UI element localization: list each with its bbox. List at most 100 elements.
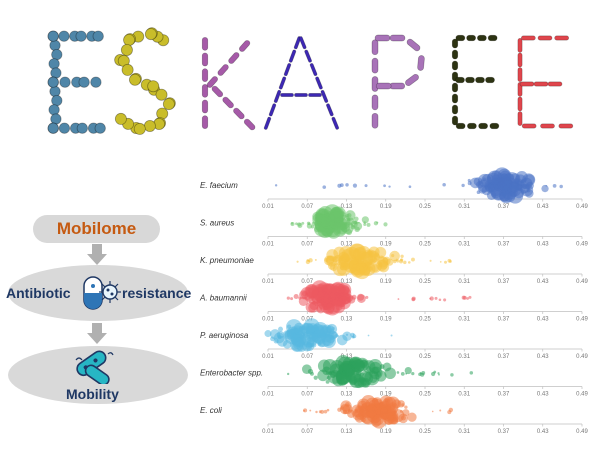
title-letter-5	[371, 34, 425, 129]
data-point	[291, 339, 303, 352]
data-point	[510, 173, 521, 184]
data-point	[364, 184, 368, 188]
data-point	[497, 177, 512, 192]
data-point	[290, 297, 294, 301]
data-point	[352, 246, 367, 261]
data-point	[273, 338, 279, 344]
data-point	[397, 298, 400, 300]
data-point	[290, 222, 294, 225]
tick-label: 0.43	[537, 204, 549, 210]
tick-label: 0.37	[498, 392, 510, 398]
tick-label: 0.43	[537, 392, 549, 398]
data-point	[403, 260, 407, 265]
tick-label: 0.07	[301, 392, 313, 398]
tick-label: 0.19	[380, 392, 392, 398]
data-point	[297, 223, 303, 229]
data-point	[303, 408, 308, 413]
data-point	[301, 326, 306, 330]
species-label: Enterobacter spp.	[200, 369, 263, 378]
tick-label: 0.07	[301, 354, 313, 360]
data-point	[509, 182, 520, 193]
tick-label: 0.31	[458, 204, 470, 210]
data-point	[326, 302, 332, 309]
data-point	[365, 295, 369, 299]
data-point	[326, 408, 330, 412]
tick-label: 0.13	[341, 392, 353, 398]
data-point	[345, 210, 356, 221]
data-point	[384, 398, 389, 403]
tick-label: 0.37	[498, 279, 510, 285]
data-point	[340, 400, 352, 412]
data-point	[323, 302, 328, 307]
title-letter-4	[263, 36, 340, 130]
data-point	[314, 258, 317, 261]
series-row: Enterobacter spp. 0.01 0.07 0.13 0.19 0.25 0.3…	[200, 355, 588, 398]
tick-label: 0.49	[576, 242, 588, 248]
tick-label: 0.37	[498, 429, 510, 435]
data-point	[421, 371, 426, 375]
data-point	[438, 298, 442, 302]
data-point	[264, 330, 272, 338]
data-point	[335, 304, 343, 311]
tick-label: 0.37	[498, 242, 510, 248]
tick-label: 0.49	[576, 317, 588, 323]
tick-label: 0.01	[262, 204, 274, 210]
data-point	[308, 302, 319, 313]
data-point	[552, 184, 557, 188]
tick-label: 0.13	[341, 317, 353, 323]
tick-label: 0.49	[576, 392, 588, 398]
data-point	[353, 221, 363, 231]
data-point	[469, 371, 474, 375]
data-point	[442, 183, 446, 187]
data-point	[366, 222, 371, 227]
data-point	[462, 295, 467, 300]
tick-label: 0.19	[380, 204, 392, 210]
species-label: E. coli	[200, 406, 222, 415]
data-point	[313, 286, 331, 303]
data-point	[301, 291, 307, 297]
data-point	[342, 331, 352, 341]
data-point	[389, 411, 395, 416]
tick-label: 0.25	[419, 392, 431, 398]
tick-label: 0.19	[380, 279, 392, 285]
data-point	[418, 372, 422, 377]
data-point	[308, 326, 312, 331]
tick-label: 0.31	[458, 429, 470, 435]
tick-label: 0.13	[341, 204, 353, 210]
data-point	[383, 222, 388, 227]
tick-label: 0.49	[576, 354, 588, 360]
tick-label: 0.37	[498, 354, 510, 360]
data-point	[431, 410, 434, 413]
data-point	[320, 409, 325, 414]
data-point	[411, 257, 415, 262]
data-point	[369, 366, 383, 380]
tick-label: 0.07	[301, 279, 313, 285]
data-point	[466, 297, 469, 300]
data-point	[349, 268, 355, 274]
beeswarm-chart: E. faecium 0.01 0.07 0.13 0.19 0.25 0.31 0.37 0.…	[199, 167, 588, 435]
data-point	[390, 334, 393, 337]
series-row: P. aeruginosa 0.01 0.07 0.13 0.19 0.25 0.31 0.3…	[200, 318, 588, 360]
tick-label: 0.25	[419, 242, 431, 248]
data-point	[353, 216, 359, 222]
data-point	[360, 409, 365, 413]
data-point	[448, 259, 452, 263]
data-point	[401, 403, 405, 407]
tick-label: 0.31	[458, 392, 470, 398]
tick-label: 0.49	[576, 204, 588, 210]
data-point	[491, 188, 501, 199]
data-point	[278, 326, 283, 332]
tick-label: 0.31	[458, 354, 470, 360]
mobility-label: Mobility	[66, 386, 119, 402]
data-point	[439, 260, 442, 263]
data-point	[361, 417, 366, 423]
title-letter-2	[114, 27, 176, 135]
antibiotic-label: Antibiotic	[6, 285, 71, 301]
tick-label: 0.49	[576, 429, 588, 435]
tick-label: 0.43	[537, 429, 549, 435]
data-point	[411, 372, 415, 376]
data-point	[396, 371, 400, 374]
data-point	[337, 183, 342, 188]
data-point	[307, 368, 314, 375]
data-point	[330, 206, 347, 223]
